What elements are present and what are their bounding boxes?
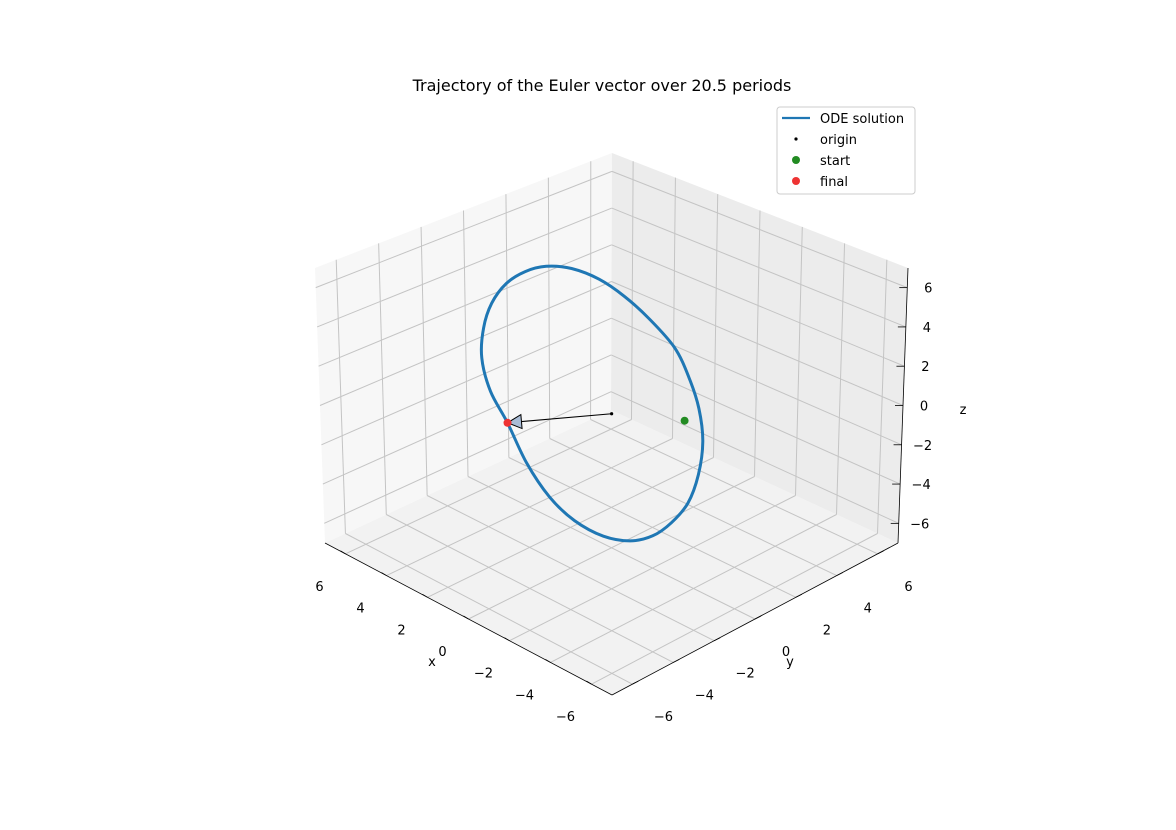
x-tick (586, 680, 592, 685)
y-tick-label: 4 (864, 602, 872, 617)
tick-marks (340, 287, 908, 685)
x-tick-label: 0 (438, 645, 446, 660)
grid-right-wall-x (672, 177, 676, 439)
plot-content (479, 264, 705, 543)
y-tick-label: 6 (904, 580, 912, 595)
z-tick-label: 4 (923, 321, 931, 336)
grid-right-wall-z (611, 281, 904, 406)
legend-label-start: start (820, 154, 850, 169)
x-tick-label: −2 (474, 667, 493, 682)
grid-right-wall-z (611, 170, 908, 289)
y-tick-label: −6 (654, 710, 673, 725)
grid-right-wall-z (611, 207, 907, 328)
ode-solution-line (479, 264, 705, 543)
grid-right-wall-z (611, 244, 905, 367)
grid-floor-x (386, 438, 673, 577)
grid-floor-x (345, 419, 632, 555)
y-tick (673, 659, 680, 663)
x-tick-label: −4 (515, 688, 534, 703)
origin-point (610, 412, 614, 416)
x-tick-label: −6 (556, 710, 575, 725)
y-tick (632, 680, 639, 685)
grid-right-wall-x (631, 161, 634, 420)
legend: ODE solution origin start final (776, 106, 916, 195)
grid-floor-y (549, 438, 837, 577)
legend-label-origin: origin (820, 133, 857, 148)
y-tick-label: −2 (736, 667, 755, 682)
x-tick (504, 637, 510, 642)
y-tick (877, 550, 884, 555)
floor-pane (325, 410, 898, 695)
z-tick-label: −6 (910, 517, 929, 532)
legend-marker-origin (794, 137, 798, 141)
legend-marker-start (792, 156, 800, 164)
axes-panes (315, 153, 908, 695)
z-tick-label: 6 (924, 282, 932, 297)
x-tick (422, 593, 428, 598)
chart-title: Trajectory of the Euler vector over 20.5… (412, 76, 792, 95)
y-tick (754, 615, 762, 620)
x-tick-label: 6 (315, 580, 323, 595)
grid-left-wall-y (505, 194, 510, 458)
grid-floor-y (508, 457, 797, 598)
grid-floor-y (590, 419, 878, 555)
start-point (680, 416, 689, 425)
y-tick-label: −4 (695, 688, 714, 703)
y-tick-label: 0 (782, 645, 790, 660)
grid-left-wall-z (318, 244, 612, 367)
grid-floor-y (467, 476, 756, 620)
euler-vector-arrow-head (506, 413, 523, 430)
grid-left-wall-z (319, 281, 612, 406)
x-tick (463, 615, 469, 620)
y-tick-label: 2 (823, 623, 831, 638)
legend-box (776, 106, 916, 195)
back-left-pane (315, 153, 612, 543)
grid-right-wall-x (713, 194, 719, 458)
x-tick (381, 572, 387, 576)
x-axis-label: x (428, 655, 436, 670)
grid-left-wall-y (547, 177, 551, 439)
legend-label-ode: ODE solution (820, 112, 904, 127)
z-tick-label: 0 (920, 400, 928, 415)
back-right-pane (611, 153, 908, 543)
x-tick-label: 2 (397, 623, 405, 638)
grid-left-wall-z (316, 207, 612, 328)
z-axis-label: z (960, 403, 967, 418)
legend-label-final: final (820, 175, 848, 190)
z-tick-label: 2 (921, 360, 929, 375)
y-axis-label: y (786, 655, 794, 670)
y-tick (836, 572, 843, 576)
z-tick-label: −4 (912, 478, 931, 493)
y-tick (713, 637, 721, 642)
grid-lines (315, 161, 908, 685)
tick-labels: −6 −6 −6 −4 −4 −4 −2 −2 −2 0 0 0 2 2 2 4 4 4 6 6 6 (315, 282, 932, 726)
legend-marker-final (792, 177, 800, 185)
x-tick (545, 659, 551, 663)
euler-vector-arrow-shaft (521, 413, 612, 423)
y-tick (795, 593, 803, 598)
z-tick-label: −2 (913, 439, 932, 454)
final-point (503, 418, 512, 427)
x-tick-label: 4 (356, 602, 364, 617)
x-tick (340, 550, 346, 555)
grid-floor-x (427, 457, 714, 598)
grid-left-wall-z (315, 170, 613, 289)
